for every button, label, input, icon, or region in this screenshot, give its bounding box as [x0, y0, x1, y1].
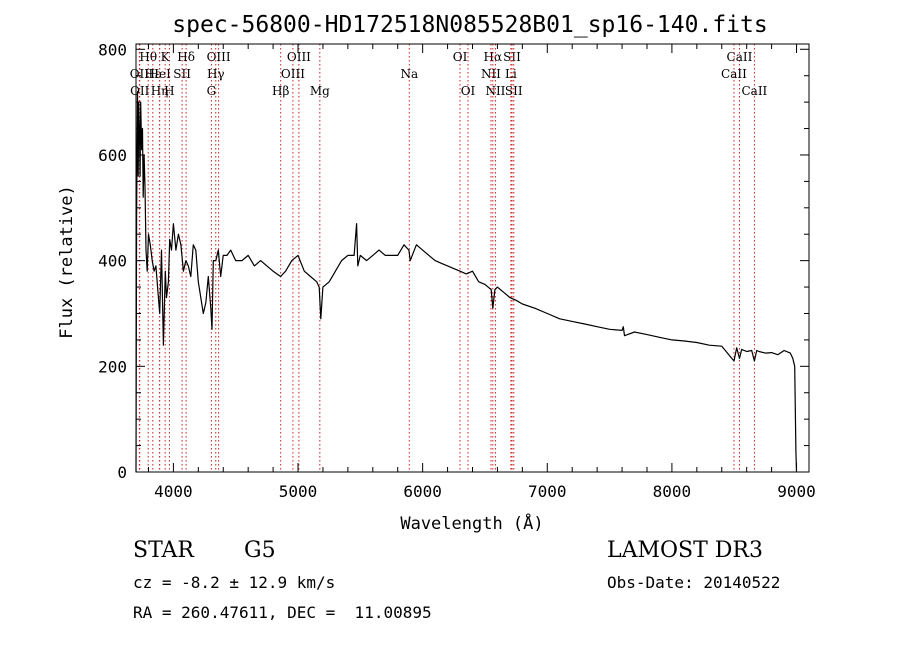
- line-marker-label: CaII: [741, 84, 767, 98]
- survey-name: LAMOST DR3: [607, 538, 763, 563]
- line-marker-label: Hα: [484, 50, 503, 64]
- plot-frame: [135, 43, 810, 473]
- line-marker-label: OIII: [287, 50, 311, 64]
- line-marker-label: OI: [453, 50, 468, 64]
- y-tick-label: 600: [98, 146, 127, 165]
- line-marker-label: OII: [130, 84, 150, 98]
- y-axis-label: Flux (relative): [57, 185, 77, 339]
- line-marker-label: OIII: [207, 50, 231, 64]
- chart-title: spec-56800-HD172518N085528B01_sp16-140.f…: [172, 12, 767, 38]
- spectrum-line: [135, 90, 798, 473]
- object-class: STAR: [133, 538, 194, 563]
- line-marker-label: Hε: [144, 67, 161, 81]
- line-marker-label: Na: [400, 67, 418, 81]
- line-marker-label: Hγ: [207, 67, 225, 81]
- x-tick-label: 9000: [777, 482, 816, 501]
- spectrum-chart: spec-56800-HD172518N085528B01_sp16-140.f…: [57, 12, 816, 534]
- line-marker-label: Hη: [151, 84, 169, 98]
- x-tick-label: 8000: [653, 482, 692, 501]
- line-marker-label: OII: [130, 67, 150, 81]
- line-marker-label: Mg: [310, 84, 330, 98]
- line-marker-label: H: [164, 84, 174, 98]
- obs-date-text: Obs-Date: 20140522: [607, 573, 781, 592]
- x-axis-label: Wavelength (Å): [400, 512, 543, 534]
- line-marker-label: Hδ: [177, 50, 195, 64]
- x-tick-label: 6000: [403, 482, 442, 501]
- line-marker-label: Hβ: [272, 84, 289, 98]
- y-tick-label: 800: [98, 40, 127, 59]
- object-subclass: G5: [244, 538, 276, 563]
- y-tick-label: 400: [98, 252, 127, 271]
- line-marker-label: SII: [503, 50, 521, 64]
- x-tick-label: 7000: [528, 482, 567, 501]
- line-marker-label: SII: [173, 67, 191, 81]
- line-marker-label: HeI: [149, 67, 172, 81]
- line-marker-label: SII: [505, 84, 523, 98]
- y-tick-label: 0: [117, 463, 127, 482]
- line-marker-label: K: [161, 50, 171, 64]
- redshift-text: cz = -8.2 ± 12.9 km/s: [133, 573, 336, 592]
- line-marker-label: CaII: [721, 67, 747, 81]
- coordinates-text: RA = 260.47611, DEC = 11.00895: [133, 603, 432, 622]
- line-marker-label: OI: [461, 84, 476, 98]
- line-marker-label: CaII: [727, 50, 753, 64]
- axes: 4000 5000 6000 7000 8000 9000 0 200 400 600 800: [98, 40, 816, 501]
- line-marker-label: NII: [481, 67, 501, 81]
- line-marker-label: OIII: [281, 67, 305, 81]
- x-tick-label: 4000: [154, 482, 193, 501]
- line-marker-label: NII: [485, 84, 505, 98]
- line-marker-label: Li: [505, 67, 517, 81]
- line-marker-label: G: [207, 84, 217, 98]
- y-tick-label: 200: [98, 357, 127, 376]
- line-marker-label: Hθ: [139, 50, 157, 64]
- x-tick-label: 5000: [279, 482, 318, 501]
- plot-area: [135, 90, 798, 473]
